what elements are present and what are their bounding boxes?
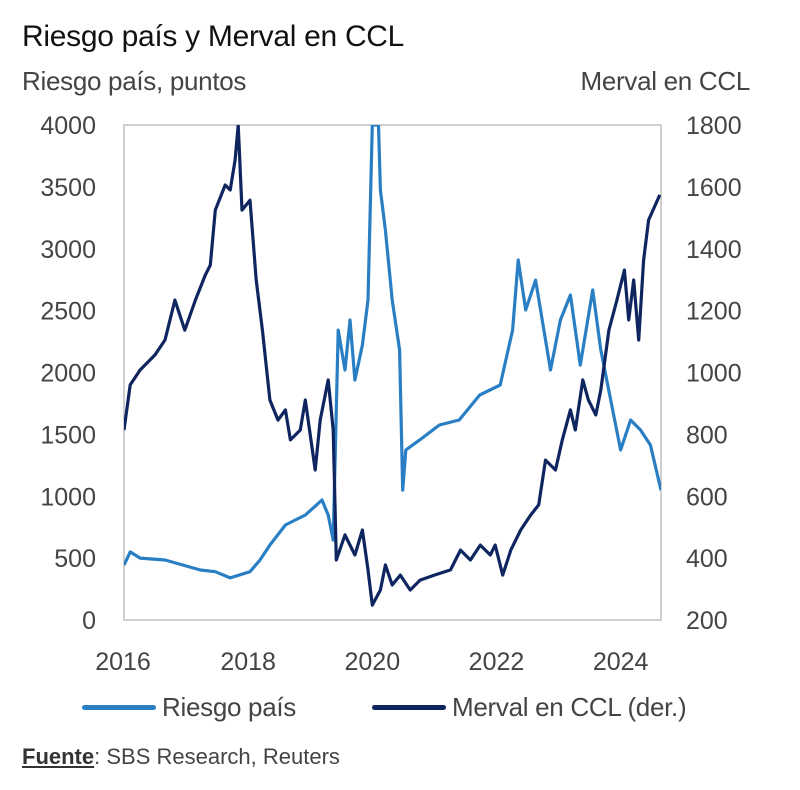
- legend: Riesgo país Merval en CCL (der.): [0, 692, 800, 732]
- left-y-tick-label: 3000: [40, 236, 96, 264]
- legend-swatch-merval: [372, 705, 446, 710]
- series-line-riesgo-pais: [124, 125, 661, 580]
- right-y-tick-label: 200: [686, 607, 728, 635]
- legend-label-merval: Merval en CCL (der.): [452, 692, 687, 722]
- right-y-tick-label: 1400: [686, 236, 742, 264]
- left-y-tick-label: 2500: [40, 298, 96, 326]
- x-tick-label: 2016: [95, 648, 151, 676]
- legend-label-riesgo: Riesgo país: [162, 692, 296, 722]
- x-tick-label: 2022: [469, 648, 525, 676]
- x-tick-label: 2020: [345, 648, 401, 676]
- left-y-tick-label: 3500: [40, 174, 96, 202]
- series-layer: [124, 125, 661, 607]
- legend-item-merval: Merval en CCL (der.): [372, 692, 687, 723]
- legend-item-riesgo: Riesgo país: [82, 692, 296, 723]
- source-note: Fuente: SBS Research, Reuters: [22, 744, 340, 770]
- right-y-tick-label: 1200: [686, 298, 742, 326]
- left-y-tick-label: 2000: [40, 360, 96, 388]
- left-y-tick-label: 4000: [40, 112, 96, 140]
- source-key: Fuente: [22, 744, 95, 769]
- right-y-tick-label: 400: [686, 545, 728, 573]
- chart-title: Riesgo país y Merval en CCL: [22, 20, 405, 53]
- left-y-tick-label: 1000: [40, 483, 96, 511]
- right-y-tick-label: 1000: [686, 360, 742, 388]
- right-y-tick-label: 800: [686, 421, 728, 449]
- x-tick-label: 2018: [220, 648, 276, 676]
- left-axis-title: Riesgo país, puntos: [22, 66, 247, 96]
- left-y-tick-label: 500: [54, 545, 96, 573]
- right-axis-title: Merval en CCL: [580, 66, 751, 96]
- x-axis: 2016 2018 2020 2022 2024: [95, 648, 648, 676]
- x-tick-label: 2024: [593, 648, 649, 676]
- left-y-tick-label: 0: [82, 607, 96, 635]
- legend-swatch-riesgo: [82, 705, 156, 710]
- left-y-axis: 0 500 1000 1500 2000 2500 3000 3500 4000: [40, 112, 96, 635]
- right-y-tick-label: 1800: [686, 112, 742, 140]
- source-text: : SBS Research, Reuters: [94, 744, 340, 769]
- series-line-merval-ccl: [124, 125, 661, 607]
- chart-canvas: 0 500 1000 1500 2000 2500 3000 3500 4000 200 400 6…: [40, 112, 742, 676]
- plot-frame: [123, 124, 662, 621]
- right-y-tick-label: 600: [686, 483, 728, 511]
- left-y-tick-label: 1500: [40, 421, 96, 449]
- right-y-tick-label: 1600: [686, 174, 742, 202]
- right-y-axis: 200 400 600 800 1000 1200 1400 1600 1800: [686, 112, 742, 635]
